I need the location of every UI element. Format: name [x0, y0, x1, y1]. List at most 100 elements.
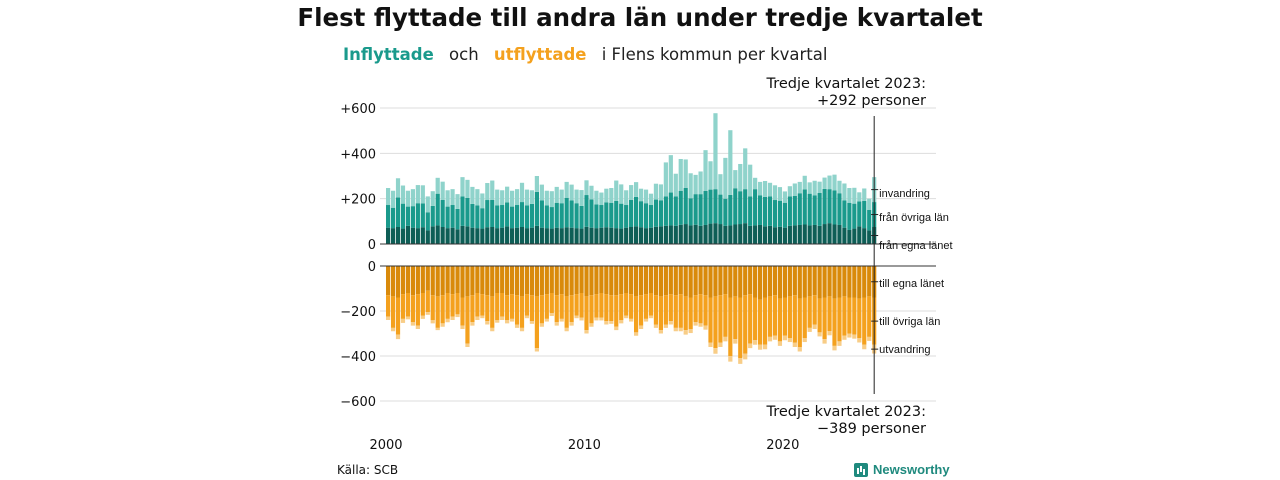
bar-in-invandring: [495, 189, 500, 206]
bar-in-fran-egna-lanet: [524, 228, 530, 244]
bar-in-fran-egna-lanet: [862, 228, 867, 244]
bar-out-till-ovriga-lan: [733, 296, 738, 340]
bar-in-fran-egna-lanet: [430, 226, 435, 244]
bar-out-utvandring: [589, 323, 594, 327]
bar-in-invandring: [400, 185, 406, 204]
bar-out-utvandring: [470, 322, 475, 326]
bar-in-invandring: [634, 182, 639, 197]
bar-out-till-egna-lanet: [663, 266, 668, 296]
bar-out-till-egna-lanet: [604, 266, 609, 295]
bar-in-fran-egna-lanet: [435, 225, 440, 244]
bar-in-fran-egna-lanet: [564, 227, 569, 244]
bar-in-invandring: [554, 186, 559, 203]
subtitle-rest: i Flens kommun per kvartal: [601, 45, 828, 64]
bar-out-utvandring: [425, 312, 430, 315]
bar-in-fran-egna-lanet: [777, 226, 783, 244]
bar-in-fran-ovriga-lan: [658, 200, 663, 227]
bar-in-invandring: [698, 171, 703, 195]
bar-in-fran-egna-lanet: [495, 228, 500, 244]
bar-in-invandring: [490, 180, 495, 200]
bar-out-utvandring: [762, 344, 768, 350]
bar-in-fran-egna-lanet: [802, 224, 807, 244]
bar-out-utvandring: [465, 343, 470, 347]
y-tick-label-bottom: −400: [340, 350, 376, 365]
bar-in-invandring: [643, 189, 649, 204]
bar-out-till-ovriga-lan: [534, 296, 539, 349]
bar-out-utvandring: [802, 338, 807, 343]
bar-out-till-egna-lanet: [619, 266, 624, 295]
bar-in-fran-egna-lanet: [629, 227, 634, 244]
bar-out-utvandring: [460, 325, 465, 329]
bar-out-till-ovriga-lan: [758, 299, 763, 345]
bar-in-fran-egna-lanet: [753, 225, 758, 244]
bar-out-till-egna-lanet: [827, 266, 832, 297]
bar-out-utvandring: [410, 322, 415, 326]
bar-out-till-egna-lanet: [440, 266, 445, 296]
bar-out-till-egna-lanet: [510, 266, 515, 295]
bar-in-fran-ovriga-lan: [410, 206, 415, 228]
bar-in-fran-egna-lanet: [589, 227, 594, 244]
bar-out-till-egna-lanet: [797, 266, 802, 299]
bar-out-till-egna-lanet: [683, 266, 688, 297]
bar-in-invandring: [852, 187, 857, 204]
bar-in-fran-egna-lanet: [683, 224, 688, 244]
bar-out-utvandring: [698, 323, 703, 327]
bar-out-till-egna-lanet: [465, 266, 470, 297]
bar-in-fran-ovriga-lan: [584, 195, 589, 227]
bar-out-till-ovriga-lan: [584, 296, 589, 331]
bar-in-invandring: [425, 196, 430, 213]
bar-out-till-ovriga-lan: [569, 295, 574, 323]
bar-in-fran-egna-lanet: [569, 227, 574, 244]
y-tick-label-bottom: −600: [340, 395, 376, 410]
bar-out-till-egna-lanet: [574, 266, 579, 295]
bar-in-fran-egna-lanet: [614, 228, 619, 244]
bar-out-utvandring: [728, 356, 733, 362]
bar-out-till-ovriga-lan: [579, 293, 584, 318]
bar-out-utvandring: [400, 318, 406, 323]
bar-out-till-ovriga-lan: [490, 296, 495, 328]
bar-out-till-ovriga-lan: [842, 296, 847, 336]
bar-in-fran-egna-lanet: [648, 227, 654, 244]
bar-in-fran-egna-lanet: [708, 223, 713, 244]
y-tick-label-top: +400: [340, 147, 376, 162]
bar-out-till-egna-lanet: [832, 266, 837, 299]
bar-out-till-ovriga-lan: [599, 293, 604, 318]
bar-out-till-egna-lanet: [842, 266, 847, 297]
bar-out-utvandring: [822, 339, 827, 344]
bar-out-till-egna-lanet: [753, 266, 758, 298]
bar-out-till-ovriga-lan: [782, 297, 787, 336]
bar-in-fran-egna-lanet: [425, 230, 430, 244]
bar-out-till-ovriga-lan: [638, 295, 644, 326]
bar-out-utvandring: [782, 335, 787, 341]
bar-in-invandring: [544, 190, 549, 206]
bar-out-utvandring: [743, 353, 748, 360]
bar-out-till-ovriga-lan: [415, 294, 420, 326]
bar-out-utvandring: [648, 315, 654, 319]
bar-out-till-egna-lanet: [718, 266, 723, 296]
bar-in-fran-egna-lanet: [832, 224, 837, 244]
bar-out-till-egna-lanet: [539, 266, 544, 296]
bar-out-till-egna-lanet: [614, 266, 619, 296]
bar-in-fran-egna-lanet: [549, 228, 554, 244]
bar-out-till-egna-lanet: [569, 266, 574, 296]
bar-in-fran-ovriga-lan: [862, 200, 867, 229]
bar-in-invandring: [534, 176, 539, 192]
bar-out-till-egna-lanet: [822, 266, 827, 298]
bar-out-utvandring: [827, 331, 832, 336]
bar-out-till-ovriga-lan: [544, 294, 549, 319]
bar-out-till-ovriga-lan: [435, 296, 440, 328]
brand-name: Newsworthy: [873, 462, 950, 477]
bar-out-utvandring: [514, 324, 520, 328]
bar-in-invandring: [733, 170, 738, 189]
bar-in-fran-ovriga-lan: [539, 200, 544, 228]
bar-in-invandring: [505, 186, 510, 203]
bar-in-fran-egna-lanet: [797, 224, 802, 244]
bar-in-fran-ovriga-lan: [852, 203, 857, 229]
bar-out-utvandring: [480, 315, 485, 319]
bar-out-till-egna-lanet: [544, 266, 549, 295]
bar-out-utvandring: [609, 321, 614, 324]
bar-in-invandring: [589, 185, 594, 200]
bar-in-invandring: [500, 190, 505, 206]
bar-out-till-ovriga-lan: [648, 293, 654, 316]
bar-in-fran-ovriga-lan: [445, 206, 450, 229]
